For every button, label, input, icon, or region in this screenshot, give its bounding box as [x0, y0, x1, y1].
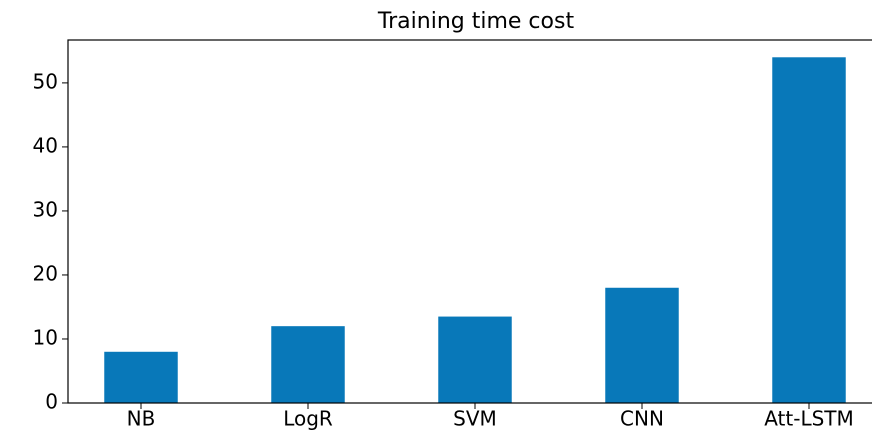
y-tick-label: 10	[33, 325, 58, 349]
bar	[605, 287, 679, 403]
bar	[438, 316, 512, 403]
chart-title: Training time cost	[377, 9, 575, 34]
y-tick-label: 40	[33, 133, 58, 157]
y-tick-label: 0	[45, 390, 58, 414]
x-tick-label: Att-LSTM	[764, 407, 854, 431]
bar	[104, 351, 178, 403]
x-tick-label: NB	[127, 407, 156, 431]
x-tick-label: SVM	[453, 407, 497, 431]
y-tick-label: 50	[33, 69, 58, 93]
bar	[772, 57, 846, 404]
x-tick-label: CNN	[620, 407, 664, 431]
x-tick-label: LogR	[283, 407, 333, 431]
bar	[271, 326, 345, 403]
plot-frame	[67, 39, 872, 404]
y-tick-label: 20	[33, 261, 58, 285]
y-tick-label: 30	[33, 197, 58, 221]
